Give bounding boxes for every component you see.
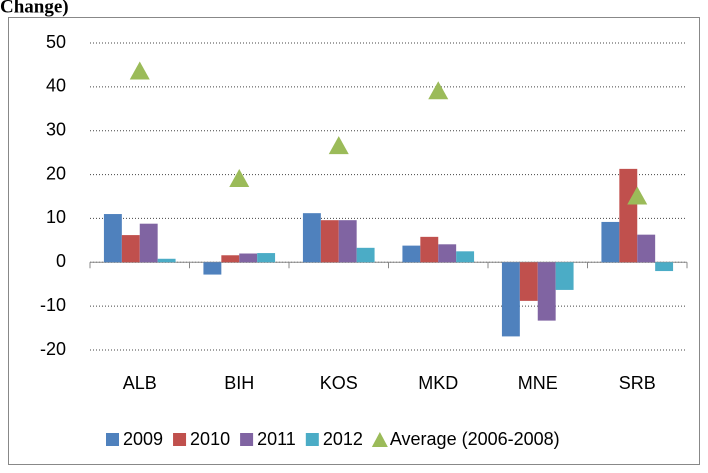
triangle-marker [129, 61, 150, 80]
legend-label: 2011 [257, 429, 296, 449]
legend-swatch [305, 433, 319, 446]
bar [257, 253, 276, 263]
bar [619, 168, 638, 263]
x-tick-label: MNE [518, 373, 558, 393]
y-tick-label: 20 [46, 163, 66, 183]
bar [555, 262, 574, 290]
bar [420, 236, 439, 263]
y-tick-label: 30 [46, 119, 66, 139]
x-tick-label: KOS [320, 373, 358, 393]
bar [501, 262, 520, 337]
bar [519, 262, 538, 301]
y-tick-label: -10 [40, 295, 66, 315]
bar [402, 245, 421, 263]
bar [438, 244, 457, 263]
y-tick-label: -20 [40, 339, 66, 359]
bar [157, 258, 176, 263]
legend-label: 2012 [323, 429, 363, 449]
bar [121, 235, 140, 263]
triangle-marker [428, 81, 449, 100]
bar [456, 251, 475, 263]
y-tick-label: 0 [56, 251, 66, 271]
y-tick-label: 10 [46, 207, 66, 227]
bar [302, 213, 321, 263]
y-tick-label: 50 [46, 32, 66, 52]
bar [221, 255, 240, 263]
triangle-marker [328, 136, 349, 155]
legend-swatch [173, 433, 187, 446]
legend-label: Average (2006-2008) [390, 429, 560, 449]
legend-label: 2010 [190, 429, 230, 449]
x-tick-label: MKD [418, 373, 458, 393]
bar [103, 214, 122, 263]
bar [637, 234, 656, 263]
x-tick-label: ALB [123, 373, 157, 393]
bar [338, 220, 357, 263]
y-tick-label: 40 [46, 76, 66, 96]
bar [203, 262, 222, 275]
legend-label: 2009 [123, 429, 163, 449]
bar [655, 262, 674, 272]
bar [320, 220, 339, 263]
bar [139, 223, 158, 263]
legend-swatch [106, 433, 119, 446]
bar [356, 247, 375, 263]
triangle-marker [229, 168, 250, 187]
legend-swatch [240, 433, 254, 446]
legend-swatch [371, 432, 388, 447]
x-tick-label: BIH [224, 373, 254, 393]
chart-title: Change) [0, 0, 69, 17]
x-tick-label: SRB [619, 373, 656, 393]
bar [239, 253, 258, 263]
bar [537, 262, 556, 321]
triangle-marker [627, 186, 648, 205]
bar [601, 221, 620, 263]
